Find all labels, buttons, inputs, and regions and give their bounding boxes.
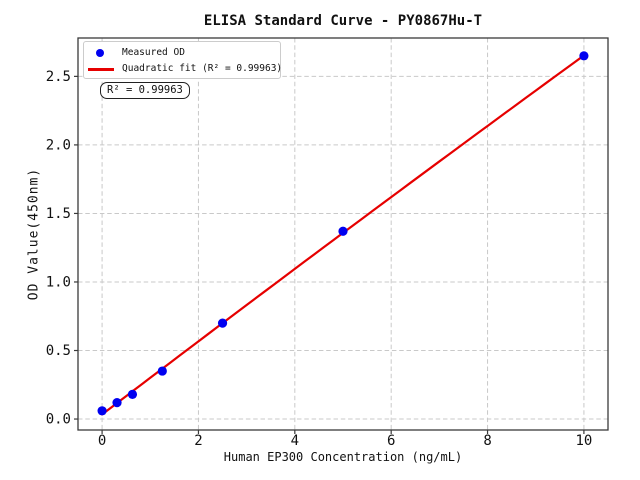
x-tick-label: 0: [98, 433, 106, 449]
data-point: [338, 226, 348, 236]
x-tick-label: 2: [194, 433, 202, 449]
legend-label-quadratic-fit: Quadratic fit (R² = 0.99963): [122, 63, 283, 74]
legend-item-measured-od: Measured OD: [88, 45, 276, 61]
legend-swatch-area: [88, 45, 118, 61]
data-point: [97, 406, 107, 416]
data-point: [112, 397, 122, 408]
data-point: [127, 389, 138, 399]
y-tick-label: 1.0: [46, 274, 71, 290]
plot-border: [77, 37, 609, 431]
y-tick-label: 2.5: [46, 69, 71, 85]
r-squared-annotation: R² = 0.99963: [100, 82, 190, 99]
x-tick-label: 8: [483, 433, 491, 449]
x-tick-label: 6: [387, 433, 395, 449]
fit-line-swatch-icon: [88, 68, 114, 71]
x-tick-label: 4: [291, 433, 299, 449]
x-tick-label: 10: [575, 433, 592, 449]
x-axis-label: Human EP300 Concentration (ng/mL): [223, 450, 463, 464]
chart-title: ELISA Standard Curve - PY0867Hu-T: [203, 13, 483, 29]
y-tick-label: 1.5: [46, 206, 71, 222]
legend: Measured OD Quadratic fit (R² = 0.99963): [83, 41, 282, 79]
data-point: [157, 366, 167, 376]
data-point: [217, 318, 228, 328]
y-tick-label: 0.5: [46, 343, 71, 359]
legend-item-quadratic-fit: Quadratic fit (R² = 0.99963): [88, 61, 282, 77]
y-axis-label-text: OD Value(450nm): [26, 167, 42, 301]
measured-od-marker-icon: [96, 49, 104, 57]
legend-swatch-area: [88, 61, 118, 77]
y-tick-label: 0.0: [46, 412, 71, 428]
y-tick-label: 2.0: [46, 137, 71, 153]
legend-label-measured-od: Measured OD: [122, 47, 185, 58]
data-point: [579, 51, 589, 61]
